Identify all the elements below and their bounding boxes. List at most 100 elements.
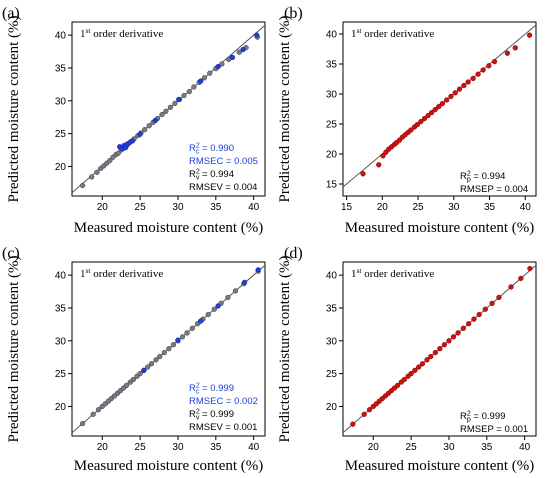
data-point — [115, 150, 121, 156]
data-point — [201, 75, 208, 81]
y-tick-label: 30 — [326, 90, 338, 101]
data-point — [489, 300, 495, 307]
stat-value: = 0.990 — [199, 143, 234, 154]
stat-subscript: p — [467, 417, 471, 424]
stat-subscript: v — [196, 415, 200, 422]
data-point — [480, 67, 486, 73]
data-point — [496, 294, 502, 301]
stat-line: RMSEP = 0.001 — [460, 424, 528, 435]
data-point — [94, 169, 100, 176]
y-tick-label: 35 — [55, 303, 67, 314]
data-point — [170, 342, 177, 348]
stat-line: RMSEP = 0.004 — [460, 184, 528, 195]
data-point — [526, 32, 533, 38]
data-point — [163, 108, 169, 114]
stat-line: R2 v = 0.994 — [189, 169, 234, 182]
annotation-suffix: order derivative — [91, 28, 164, 40]
data-point — [225, 294, 231, 301]
stat-superscript: 2 — [196, 169, 200, 176]
data-point — [428, 109, 435, 116]
data-point — [207, 70, 213, 76]
stat-line: RMSEV = 0.004 — [189, 182, 257, 193]
stat-text: R — [460, 411, 467, 422]
data-point — [508, 284, 514, 290]
stat-value: = 0.999 — [471, 411, 506, 422]
panel-label: (a) — [2, 5, 20, 22]
panel-a: (a) 20 25 30 35 40 20 25 30 35 40 Measured moisture… — [2, 5, 266, 236]
data-point — [130, 376, 136, 383]
stat-superscript: 2 — [196, 383, 200, 390]
data-point — [486, 63, 492, 69]
data-point — [361, 411, 367, 417]
data-point — [255, 267, 261, 273]
y-tick-label: 40 — [55, 31, 67, 42]
stat-subscript: v — [196, 175, 200, 182]
series-calibration — [117, 32, 260, 152]
y-tick-label: 20 — [55, 162, 67, 173]
data-point — [350, 421, 356, 427]
x-axis-title: Measured moisture content (%) — [345, 458, 535, 474]
derivative-annotation: 1st order derivative — [351, 26, 434, 40]
panel-b: (b) 15 20 25 30 35 40 15 20 25 30 35 40 Measured mois… — [277, 5, 537, 236]
y-tick-label: 25 — [326, 369, 338, 380]
data-point — [166, 346, 172, 352]
data-point — [153, 357, 159, 363]
x-tick-label: 40 — [519, 442, 531, 453]
stat-line: R2 v = 0.999 — [189, 409, 234, 422]
plot-frame — [71, 21, 266, 197]
annotation-superscript: st — [357, 26, 363, 35]
data-point — [137, 370, 143, 377]
data-point — [408, 370, 414, 377]
data-point — [504, 50, 511, 56]
data-point — [148, 361, 155, 367]
data-point — [189, 325, 195, 331]
panel-d: (d) 20 25 30 35 40 20 25 30 35 40 Measured moisture… — [277, 245, 537, 474]
data-point — [461, 82, 467, 89]
y-tick-label: 40 — [326, 30, 338, 41]
stat-superscript: 2 — [196, 143, 200, 150]
x-axis-title: Measured moisture content (%) — [74, 220, 264, 236]
y-tick-label: 20 — [326, 402, 338, 413]
data-point — [412, 367, 418, 373]
y-tick-label: 35 — [326, 60, 338, 71]
data-point — [441, 342, 448, 348]
y-axis-title: Predicted moisture content (%) — [277, 255, 293, 442]
x-tick-label: 20 — [368, 442, 380, 453]
data-point — [141, 367, 147, 373]
stat-text: R — [460, 171, 467, 182]
data-point — [456, 86, 463, 92]
stat-line: RMSEC = 0.002 — [189, 396, 258, 407]
annotation-prefix: 1 — [80, 28, 86, 40]
data-point — [482, 306, 488, 312]
stat-text: RMSEC = 0.002 — [189, 396, 258, 407]
y-tick-label: 35 — [55, 63, 67, 74]
data-point — [465, 79, 471, 85]
data-point — [446, 338, 452, 344]
data-point — [401, 376, 407, 383]
panel-label: (b) — [284, 5, 303, 22]
y-tick-label: 20 — [326, 150, 338, 161]
data-point — [475, 71, 481, 77]
y-tick-label: 20 — [55, 402, 67, 413]
stat-text: R — [189, 169, 196, 180]
plot-frame — [71, 261, 266, 437]
data-point — [512, 45, 518, 51]
data-point — [436, 103, 442, 110]
y-tick-label: 25 — [55, 129, 67, 140]
data-point — [152, 117, 158, 124]
stat-text: R — [189, 143, 196, 154]
data-point — [145, 364, 151, 370]
data-point — [79, 182, 86, 189]
data-point — [232, 288, 239, 294]
data-point — [215, 63, 221, 70]
series-prediction — [350, 265, 533, 427]
data-point — [107, 157, 113, 164]
data-point — [240, 46, 246, 53]
data-point — [79, 420, 86, 427]
plot-frame — [342, 21, 537, 197]
data-point — [518, 275, 524, 282]
x-tick-label: 35 — [210, 202, 222, 213]
x-axis-title: Measured moisture content (%) — [74, 458, 264, 474]
stat-superscript: 2 — [467, 171, 471, 178]
data-point — [198, 318, 204, 324]
